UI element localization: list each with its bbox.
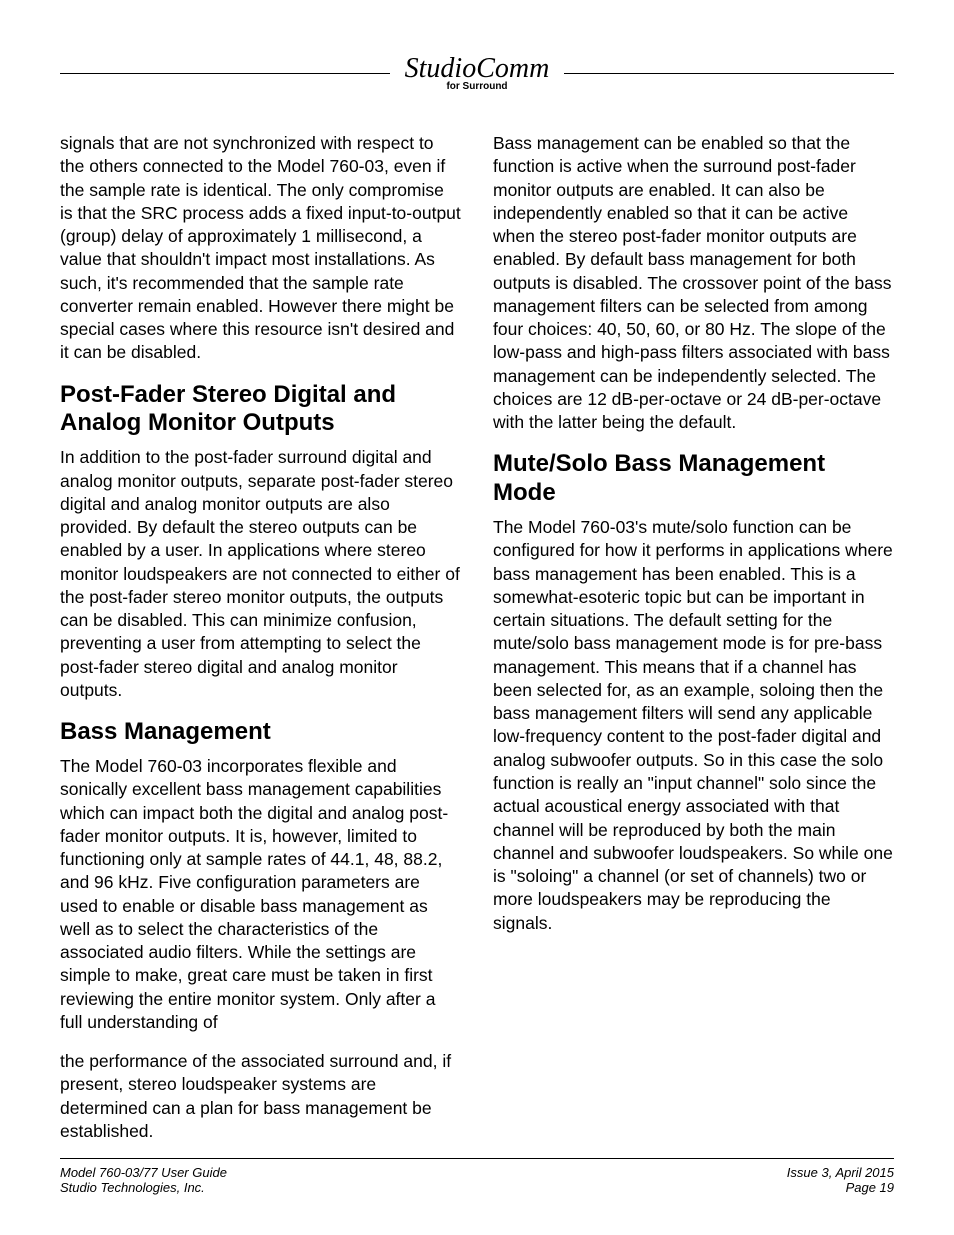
footer-page-number: Page 19 xyxy=(787,1180,894,1195)
paragraph: The Model 760-03's mute/solo function ca… xyxy=(493,516,894,935)
header-rule-left xyxy=(60,73,390,74)
footer-model: Model 760-03/77 User Guide xyxy=(60,1165,227,1180)
page-header: StudioComm for Surround xyxy=(60,55,894,92)
page-footer: Model 760-03/77 User Guide Studio Techno… xyxy=(60,1158,894,1195)
section-heading-stereo-outputs: Post-Fader Stereo Digital and Analog Mon… xyxy=(60,381,461,439)
paragraph: In addition to the post-fader surround d… xyxy=(60,446,461,702)
content-columns: signals that are not synchronized with r… xyxy=(60,132,894,1157)
footer-right: Issue 3, April 2015 Page 19 xyxy=(787,1165,894,1195)
paragraph: Bass management can be enabled so that t… xyxy=(493,132,894,434)
section-heading-bass-management: Bass Management xyxy=(60,718,461,747)
logo-script-text: StudioComm xyxy=(405,53,550,84)
paragraph: the performance of the associated surrou… xyxy=(60,1050,461,1143)
logo: StudioComm for Surround xyxy=(390,55,565,92)
paragraph: signals that are not synchronized with r… xyxy=(60,132,461,365)
footer-issue: Issue 3, April 2015 xyxy=(787,1165,894,1180)
footer-left: Model 760-03/77 User Guide Studio Techno… xyxy=(60,1165,227,1195)
header-rule-right xyxy=(564,73,894,74)
footer-company: Studio Technologies, Inc. xyxy=(60,1180,227,1195)
paragraph: The Model 760-03 incorporates flexible a… xyxy=(60,755,461,1034)
section-heading-mute-solo: Mute/Solo Bass Management Mode xyxy=(493,450,894,508)
